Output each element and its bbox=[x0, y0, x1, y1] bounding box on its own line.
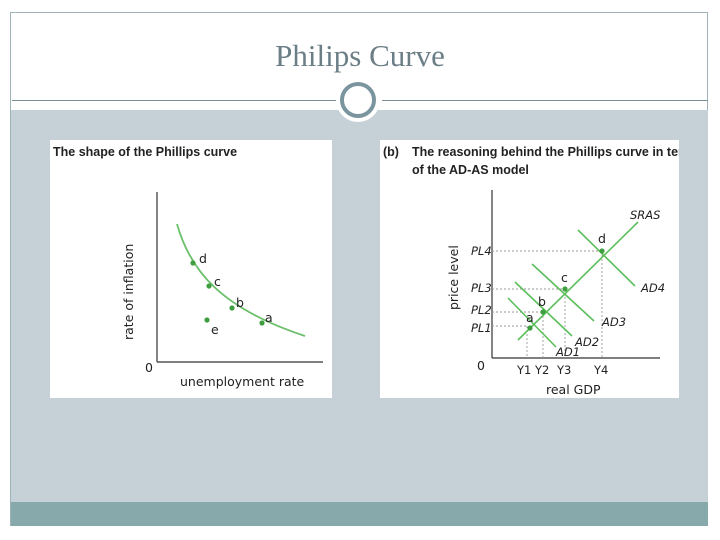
title-divider-left bbox=[12, 100, 340, 101]
phillips-curve-line bbox=[176, 223, 306, 337]
panel-phillips-curve: The shape of the Phillips curve 0 unempl… bbox=[50, 140, 332, 398]
point-a bbox=[259, 320, 265, 326]
point-c bbox=[206, 283, 212, 289]
pl1-label: PL1 bbox=[471, 321, 492, 335]
ad2-label: AD2 bbox=[574, 335, 599, 349]
point-d-label: d bbox=[598, 231, 606, 246]
ad4-label: AD4 bbox=[640, 281, 665, 295]
point-b-label: b bbox=[538, 294, 546, 309]
x-axis-label: real GDP bbox=[546, 382, 601, 397]
ad3-label: AD3 bbox=[601, 315, 626, 329]
point-b bbox=[540, 309, 546, 315]
panel-a-title: The shape of the Phillips curve bbox=[53, 145, 237, 159]
x-axis-label: unemployment rate bbox=[180, 374, 305, 389]
point-d bbox=[190, 260, 196, 266]
ad3-curve bbox=[531, 263, 595, 322]
point-e bbox=[204, 317, 210, 323]
point-a-label: a bbox=[265, 310, 273, 325]
origin-label: 0 bbox=[477, 358, 485, 373]
footer-bar bbox=[11, 502, 708, 526]
origin-label: 0 bbox=[145, 360, 153, 375]
point-d-label: d bbox=[199, 251, 207, 266]
title-divider-right bbox=[382, 100, 708, 101]
point-a-label: a bbox=[526, 310, 534, 325]
ad2-curve bbox=[514, 281, 573, 337]
point-c bbox=[562, 286, 568, 292]
y2-label: Y2 bbox=[534, 363, 549, 377]
y4-label: Y4 bbox=[593, 363, 608, 377]
panel-b-title-line2: of the AD-AS model bbox=[412, 163, 529, 177]
phillips-curve-diagram: The shape of the Phillips curve 0 unempl… bbox=[53, 145, 323, 389]
guide-lines bbox=[492, 250, 603, 358]
y-axis-label: price level bbox=[446, 245, 461, 310]
panel-b-title-line1: The reasoning behind the Phillips curve … bbox=[412, 145, 679, 159]
divider-ring-icon bbox=[340, 82, 376, 118]
point-b bbox=[229, 305, 235, 311]
point-b-label: b bbox=[236, 295, 244, 310]
ad1-curve bbox=[507, 297, 557, 348]
panel-ad-as-model: (b) The reasoning behind the Phillips cu… bbox=[380, 140, 679, 398]
y-axis-label: rate of inflation bbox=[121, 244, 136, 340]
sras-label: SRAS bbox=[630, 208, 660, 222]
ad-as-diagram: (b) The reasoning behind the Phillips cu… bbox=[383, 145, 679, 397]
y1-label: Y1 bbox=[516, 363, 531, 377]
pl4-label: PL4 bbox=[471, 244, 492, 258]
point-c-label: c bbox=[214, 274, 221, 289]
sras-curve bbox=[517, 221, 639, 341]
pl2-label: PL2 bbox=[471, 303, 492, 317]
point-c-label: c bbox=[561, 270, 568, 285]
point-d bbox=[599, 248, 605, 254]
pl3-label: PL3 bbox=[471, 281, 492, 295]
point-a bbox=[527, 325, 533, 331]
slide-title: Philips Curve bbox=[275, 38, 445, 73]
panel-b-tag: (b) bbox=[383, 145, 399, 159]
ad4-curve bbox=[577, 229, 636, 287]
point-e-label: e bbox=[211, 322, 219, 337]
y3-label: Y3 bbox=[556, 363, 571, 377]
ad1-label: AD1 bbox=[555, 345, 580, 359]
